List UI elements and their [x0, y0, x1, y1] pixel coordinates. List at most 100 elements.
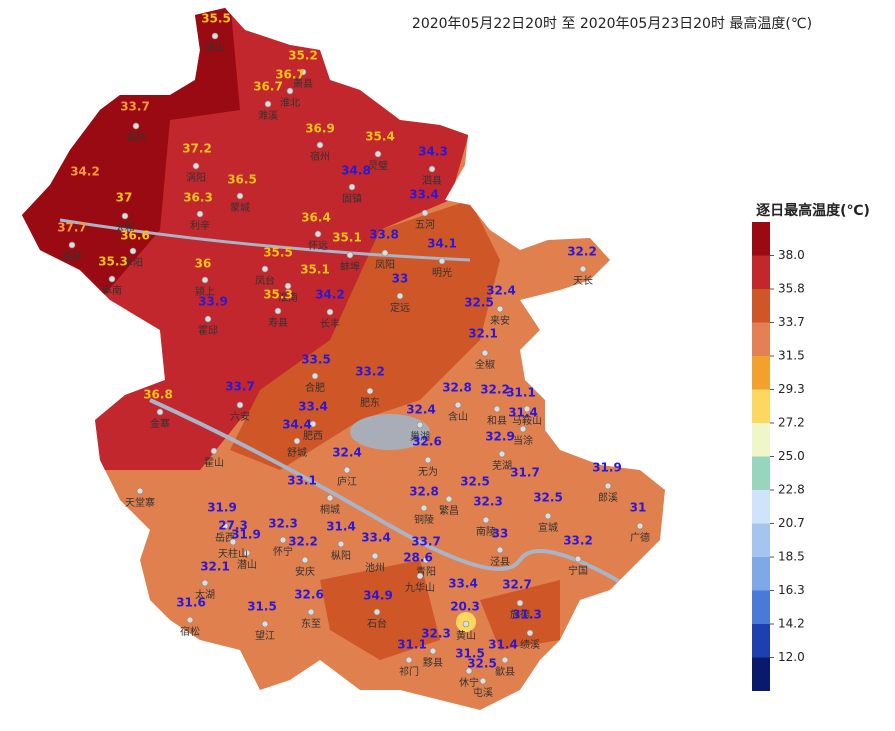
legend-swatch	[752, 657, 770, 691]
city-name: 含山	[448, 410, 468, 423]
station-value: 32.5	[460, 475, 490, 489]
station-value: 34.2	[315, 288, 345, 302]
city-name: 当涂	[513, 434, 533, 447]
city-name: 淮南	[278, 291, 298, 304]
station-value: 31.3	[512, 608, 542, 622]
city-name: 屯溪	[473, 686, 493, 699]
city-dot	[526, 629, 534, 637]
city-name: 蒙城	[230, 201, 250, 214]
station-value: 33.2	[563, 534, 593, 548]
station-value: 20.3	[450, 600, 480, 614]
station-value: 35.4	[365, 130, 395, 144]
station-value: 31.9	[207, 501, 237, 515]
station-value: 35.3	[263, 288, 293, 302]
city-dot	[301, 556, 309, 564]
city-dot	[274, 307, 282, 315]
legend-tick-label: 12.0	[778, 650, 805, 664]
city-name: 天堂寨	[125, 496, 155, 509]
city-name: 怀宁	[273, 545, 293, 558]
city-name: 肥东	[360, 396, 380, 409]
city-dot	[454, 401, 462, 409]
city-dot	[574, 555, 582, 563]
city-name: 潜山	[237, 558, 257, 571]
station-value: 32.6	[412, 435, 442, 449]
station-value: 32.3	[473, 495, 503, 509]
legend-tick-label: 35.8	[778, 282, 805, 296]
city-dot	[307, 608, 315, 616]
city-dot	[261, 620, 269, 628]
city-name: 祁门	[399, 665, 419, 678]
city-dot	[438, 257, 446, 265]
city-dot	[516, 599, 524, 607]
station-value: 36.7	[275, 68, 305, 82]
city-dot	[221, 522, 229, 530]
city-dot	[496, 305, 504, 313]
station-value: 31.6	[176, 596, 206, 610]
legend: 38.0 35.8 33.7 31.5 29.3 27.2 25.0 22.8 20.7 18.5…	[752, 222, 805, 691]
station-value: 32.5	[467, 657, 497, 671]
city-name: 巢湖	[410, 430, 430, 443]
city-name: 阜阳	[123, 256, 143, 269]
station-value: 32.8	[442, 381, 472, 395]
city-dot	[326, 494, 334, 502]
city-name: 泾县	[490, 555, 510, 568]
city-name: 南陵	[476, 525, 496, 538]
city-name: 灵璧	[368, 159, 388, 172]
city-dot	[309, 420, 317, 428]
city-dot	[326, 308, 334, 316]
city-dot	[416, 421, 424, 429]
city-dot	[519, 425, 527, 433]
station-value: 32.4	[332, 446, 362, 460]
station-value: 33.4	[409, 188, 439, 202]
city-name: 桐城	[320, 503, 340, 516]
city-name: 和县	[487, 415, 507, 427]
legend-tick-label: 22.8	[778, 483, 805, 497]
station-value: 32.2	[567, 245, 597, 259]
city-dot	[211, 32, 219, 40]
city-name: 太和	[115, 221, 135, 234]
station-value: 35.5	[201, 12, 231, 26]
station-value: 34.1	[427, 237, 457, 251]
legend-swatch	[752, 456, 770, 490]
city-name: 固镇	[342, 192, 362, 205]
station-value: 35.5	[263, 246, 293, 260]
station-value: 32.6	[294, 588, 324, 602]
city-dot	[236, 192, 244, 200]
city-dot	[429, 647, 437, 655]
station-value: 34.4	[282, 418, 312, 432]
city-name: 天长	[573, 275, 593, 287]
city-dot	[136, 487, 144, 495]
city-dot	[428, 165, 436, 173]
station-value: 31.9	[592, 461, 622, 475]
city-name: 安庆	[295, 565, 315, 578]
city-name: 池州	[365, 561, 385, 574]
station-value: 33.9	[198, 295, 228, 309]
city-name: 蚌埠	[340, 260, 360, 273]
station-value: 33	[492, 527, 509, 541]
station-value: 32.1	[200, 560, 230, 574]
city-name: 枞阳	[331, 549, 351, 562]
legend-swatch	[752, 322, 770, 356]
city-dot	[371, 552, 379, 560]
city-name: 马鞍山	[512, 414, 542, 427]
city-dot	[311, 372, 319, 380]
city-name: 休宁	[459, 676, 479, 689]
city-name: 濉溪	[258, 109, 278, 122]
city-name: 凤阳	[375, 259, 395, 271]
legend-tick-label: 16.3	[778, 583, 805, 597]
station-value: 34.8	[341, 164, 371, 178]
city-dot	[445, 495, 453, 503]
city-name: 来安	[490, 314, 510, 327]
legend-swatch	[752, 557, 770, 591]
city-name: 望江	[255, 629, 275, 642]
city-name: 六安	[230, 410, 250, 423]
city-dot	[108, 275, 116, 283]
city-name: 定远	[390, 301, 410, 314]
legend-tick-label: 20.7	[778, 516, 805, 530]
city-name: 繁昌	[439, 504, 459, 517]
station-value: 35.2	[288, 49, 318, 63]
city-name: 舒城	[287, 446, 307, 459]
legend-tick-label: 25.0	[778, 449, 805, 463]
station-value: 31.5	[247, 600, 277, 614]
city-name: 旌德	[510, 608, 530, 621]
